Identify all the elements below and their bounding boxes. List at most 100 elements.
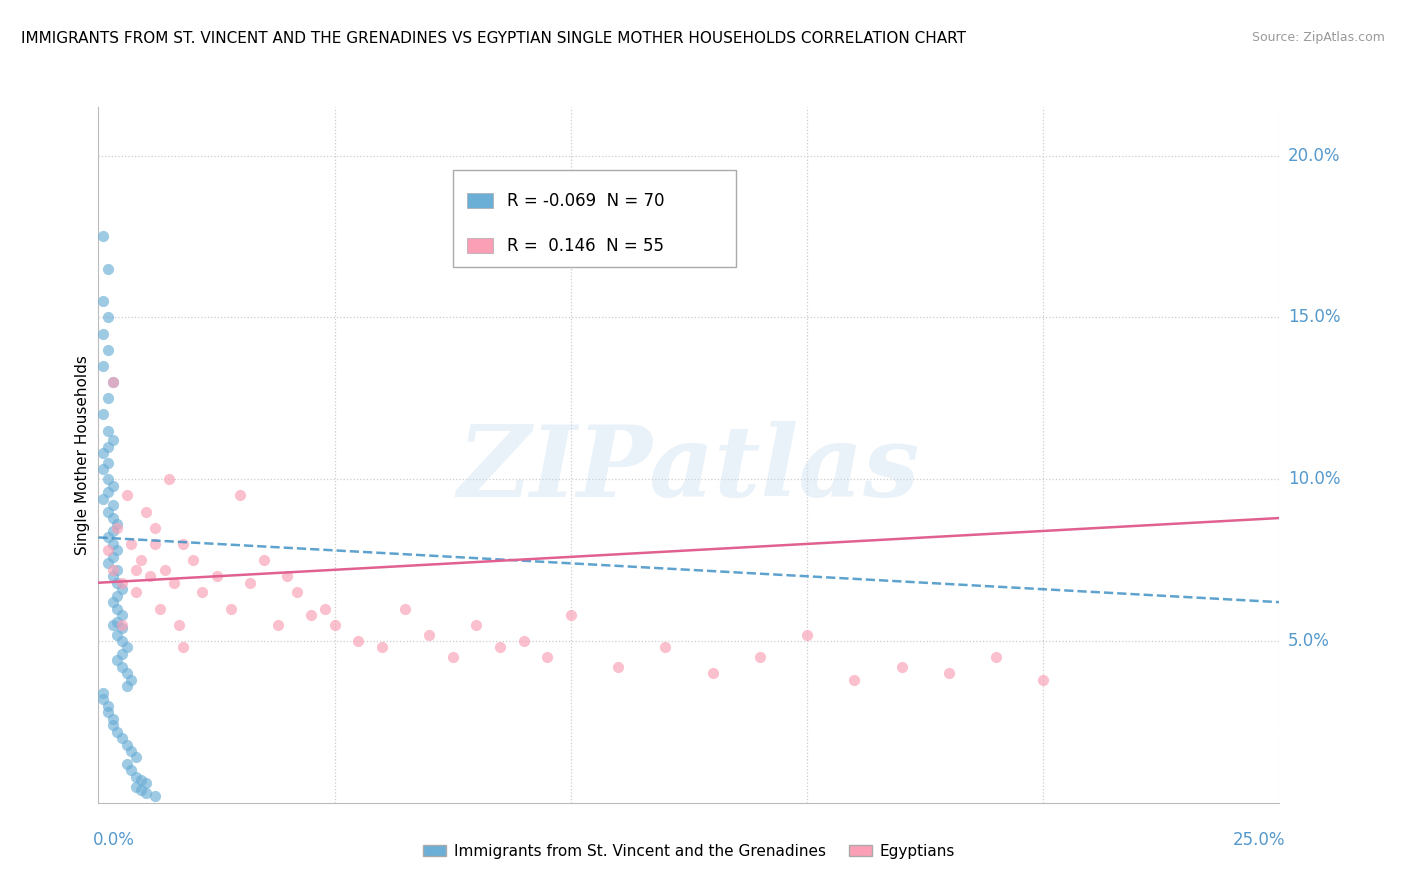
- Point: [105, 653, 128, 667]
- Text: R = -0.069  N = 70: R = -0.069 N = 70: [508, 192, 665, 210]
- Point: [115, 640, 138, 655]
- Point: [135, 776, 157, 790]
- Point: [285, 585, 308, 599]
- Point: [97, 531, 120, 545]
- Point: [105, 575, 128, 590]
- Point: [101, 498, 124, 512]
- Point: [253, 553, 276, 567]
- Point: [489, 640, 512, 655]
- Point: [115, 666, 138, 681]
- Point: [97, 472, 120, 486]
- Point: [323, 617, 346, 632]
- Point: [748, 650, 770, 665]
- Point: [91, 294, 114, 309]
- Point: [153, 563, 176, 577]
- Text: 0.0%: 0.0%: [93, 830, 135, 848]
- Text: ZIPatlas: ZIPatlas: [458, 421, 920, 517]
- Point: [105, 724, 128, 739]
- Text: Source: ZipAtlas.com: Source: ZipAtlas.com: [1251, 31, 1385, 45]
- FancyBboxPatch shape: [467, 194, 494, 209]
- Point: [129, 782, 152, 797]
- Point: [111, 582, 134, 597]
- Point: [101, 537, 124, 551]
- Text: IMMIGRANTS FROM ST. VINCENT AND THE GRENADINES VS EGYPTIAN SINGLE MOTHER HOUSEHO: IMMIGRANTS FROM ST. VINCENT AND THE GREN…: [21, 31, 966, 46]
- Point: [105, 589, 128, 603]
- Point: [172, 640, 194, 655]
- Text: 20.0%: 20.0%: [1288, 146, 1340, 165]
- Point: [91, 692, 114, 706]
- Text: 25.0%: 25.0%: [1233, 830, 1285, 848]
- Point: [111, 617, 134, 632]
- Point: [101, 569, 124, 583]
- Point: [101, 511, 124, 525]
- Point: [129, 773, 152, 788]
- Text: 10.0%: 10.0%: [1288, 470, 1340, 488]
- Point: [1032, 673, 1054, 687]
- FancyBboxPatch shape: [453, 169, 737, 267]
- Point: [101, 617, 124, 632]
- Point: [796, 627, 818, 641]
- Point: [97, 392, 120, 406]
- Point: [111, 647, 134, 661]
- Point: [702, 666, 724, 681]
- Point: [129, 553, 152, 567]
- Point: [205, 569, 228, 583]
- Text: 15.0%: 15.0%: [1288, 309, 1340, 326]
- Legend: Immigrants from St. Vincent and the Grenadines, Egyptians: Immigrants from St. Vincent and the Gren…: [418, 838, 960, 864]
- Point: [115, 756, 138, 771]
- Point: [239, 575, 262, 590]
- Point: [101, 595, 124, 609]
- Point: [139, 569, 162, 583]
- Point: [105, 601, 128, 615]
- Point: [91, 229, 114, 244]
- Point: [105, 517, 128, 532]
- Point: [149, 601, 172, 615]
- Point: [371, 640, 394, 655]
- Point: [111, 731, 134, 745]
- Point: [229, 488, 252, 502]
- Point: [101, 712, 124, 726]
- Point: [101, 563, 124, 577]
- Point: [101, 549, 124, 564]
- Point: [115, 679, 138, 693]
- Point: [890, 660, 912, 674]
- Point: [97, 698, 120, 713]
- Point: [97, 456, 120, 470]
- Point: [91, 408, 114, 422]
- Point: [111, 575, 134, 590]
- Point: [125, 780, 148, 794]
- Point: [167, 617, 190, 632]
- Point: [536, 650, 558, 665]
- Point: [105, 615, 128, 629]
- Point: [314, 601, 336, 615]
- Point: [267, 617, 290, 632]
- Y-axis label: Single Mother Households: Single Mother Households: [75, 355, 90, 555]
- Point: [157, 472, 180, 486]
- Point: [125, 585, 148, 599]
- Point: [121, 673, 143, 687]
- Point: [143, 789, 166, 804]
- Point: [135, 786, 157, 800]
- Point: [938, 666, 960, 681]
- Point: [844, 673, 866, 687]
- Point: [560, 608, 582, 623]
- Point: [97, 485, 120, 500]
- Point: [143, 537, 166, 551]
- Point: [101, 718, 124, 732]
- Point: [97, 261, 120, 276]
- Point: [97, 343, 120, 357]
- Point: [347, 634, 370, 648]
- FancyBboxPatch shape: [467, 238, 494, 253]
- Point: [219, 601, 242, 615]
- Point: [111, 634, 134, 648]
- Point: [299, 608, 322, 623]
- Point: [105, 563, 128, 577]
- Point: [465, 617, 488, 632]
- Point: [101, 375, 124, 389]
- Point: [91, 462, 114, 476]
- Point: [654, 640, 676, 655]
- Point: [984, 650, 1007, 665]
- Point: [172, 537, 194, 551]
- Point: [97, 543, 120, 558]
- Point: [91, 491, 114, 506]
